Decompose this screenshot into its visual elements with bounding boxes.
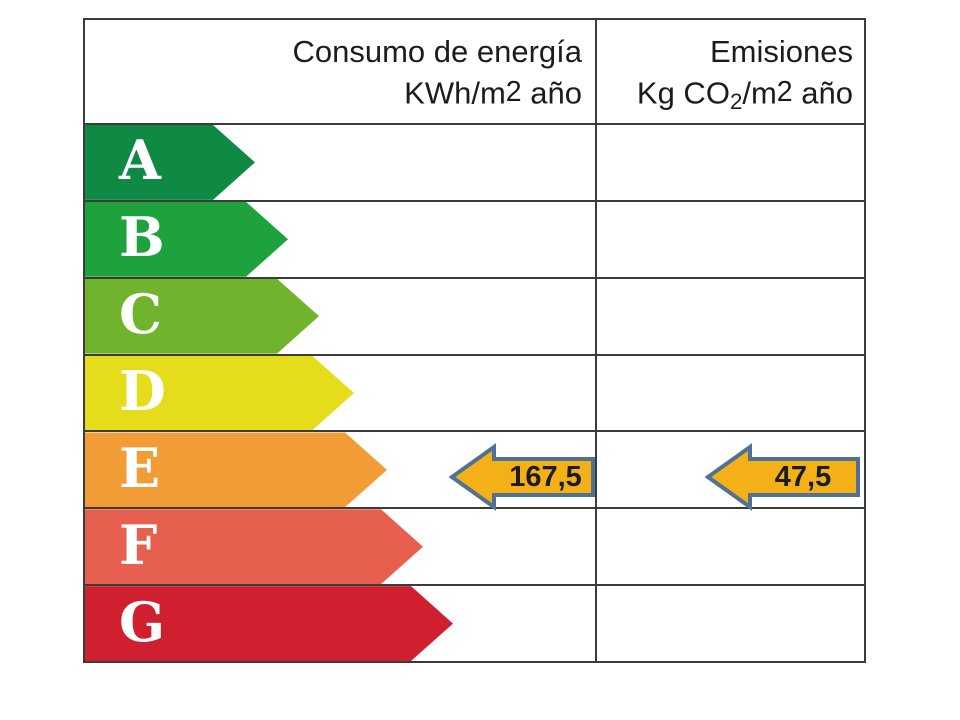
emissions-value: 47,5 bbox=[774, 461, 832, 493]
rating-row-a: A bbox=[85, 125, 864, 202]
rating-letter-d: D bbox=[119, 359, 166, 423]
column-divider bbox=[595, 20, 597, 661]
header-consumption-column: Consumo de energía KWh/m2 año bbox=[85, 20, 595, 123]
header-emissions-column: Emisiones Kg CO2/m2 año bbox=[595, 20, 864, 123]
left-arrow-icon bbox=[449, 443, 595, 511]
rating-arrow-f: F bbox=[85, 509, 423, 584]
rating-letter-f: F bbox=[119, 512, 158, 577]
rating-row-c: C bbox=[85, 279, 864, 356]
rating-letter-a: A bbox=[119, 128, 161, 193]
rating-row-f: F bbox=[85, 509, 864, 587]
rating-row-g: G bbox=[85, 586, 864, 661]
rating-arrow-c: C bbox=[85, 279, 319, 354]
emissions-value-marker: 47,5 bbox=[705, 442, 865, 512]
rating-arrow-a: A bbox=[85, 125, 255, 200]
rating-arrow-e: E bbox=[85, 432, 387, 507]
consumption-header-line2: KWh/m2 año bbox=[404, 75, 582, 111]
rating-row-b: B bbox=[85, 202, 864, 279]
rating-arrow-d: D bbox=[85, 356, 354, 431]
rating-letter-b: B bbox=[119, 205, 165, 270]
rating-row-d: D bbox=[85, 356, 864, 433]
consumption-header-line1: Consumo de energía bbox=[292, 34, 582, 69]
emissions-header-line2: Kg CO2/m2 año bbox=[636, 75, 853, 114]
emissions-header-line1: Emisiones bbox=[710, 34, 853, 69]
consumption-value-marker: 167,5 bbox=[449, 442, 609, 512]
rating-letter-g: G bbox=[119, 589, 166, 654]
rating-arrow-b: B bbox=[85, 202, 288, 277]
table-header: Consumo de energía KWh/m2 año Emisiones … bbox=[85, 20, 864, 125]
rating-rows: A B C D E F bbox=[85, 125, 864, 661]
rating-letter-c: C bbox=[119, 282, 162, 347]
energy-rating-table: Consumo de energía KWh/m2 año Emisiones … bbox=[83, 18, 866, 663]
rating-arrow-g: G bbox=[85, 586, 453, 661]
consumption-value: 167,5 bbox=[509, 461, 582, 493]
rating-row-e: E bbox=[85, 432, 864, 510]
rating-letter-e: E bbox=[119, 435, 161, 500]
left-arrow-icon bbox=[705, 443, 860, 511]
